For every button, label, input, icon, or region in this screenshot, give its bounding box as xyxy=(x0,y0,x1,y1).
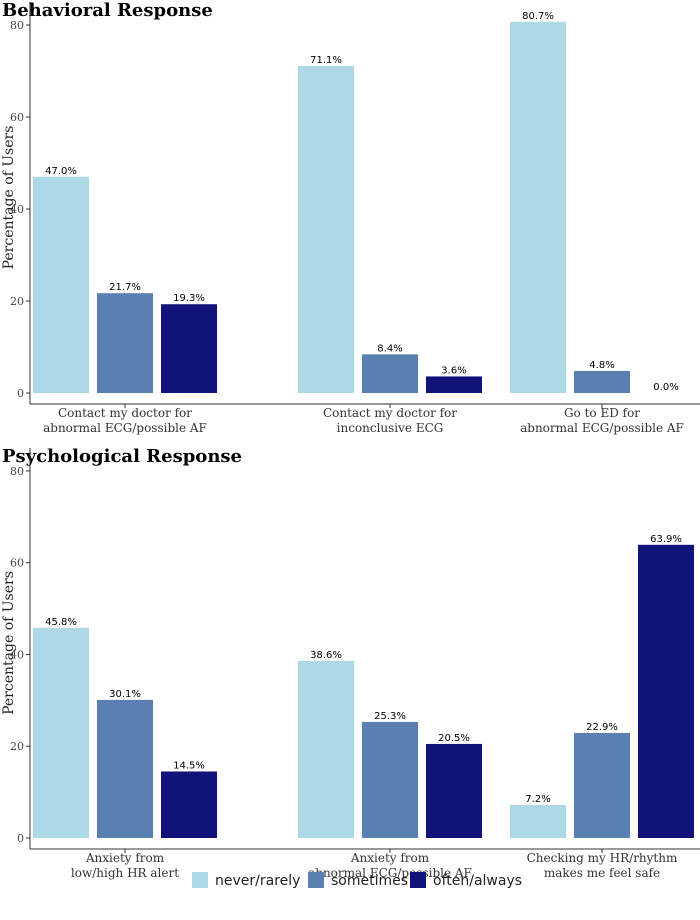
x-category-label: low/high HR alert xyxy=(71,866,179,880)
chart-title: Psychological Response xyxy=(2,446,242,467)
data-label: 25.3% xyxy=(374,711,406,722)
data-label: 80.7% xyxy=(522,11,554,22)
data-label: 3.6% xyxy=(441,365,466,376)
y-tick-label: 60 xyxy=(10,111,24,124)
legend: never/rarely sometimes often/always xyxy=(192,872,522,889)
y-tick-label: 80 xyxy=(10,19,24,32)
x-category-label: Checking my HR/rhythm xyxy=(527,851,678,865)
bar-never-rarely xyxy=(298,65,354,393)
y-axis-label: Percentage of Users xyxy=(1,571,17,715)
data-label: 19.3% xyxy=(173,293,205,304)
bar-sometimes xyxy=(574,370,630,393)
data-label: 20.5% xyxy=(438,733,470,744)
data-label: 63.9% xyxy=(650,534,682,545)
bar-never-rarely xyxy=(510,21,566,394)
y-tick-label: 40 xyxy=(10,648,24,661)
bar-sometimes xyxy=(97,699,153,838)
bar-sometimes xyxy=(362,354,418,393)
bar-often-always xyxy=(161,304,217,393)
data-label: 30.1% xyxy=(109,689,141,700)
data-label: 21.7% xyxy=(109,282,141,293)
x-category-label: Go to ED for xyxy=(564,406,640,420)
x-category-label: Anxiety from xyxy=(350,851,430,865)
legend-label: often/always xyxy=(433,873,522,889)
bar-often-always xyxy=(426,743,482,838)
x-category-label: Contact my doctor for xyxy=(58,406,192,420)
bar-often-always xyxy=(426,376,482,393)
data-label: 4.8% xyxy=(589,360,614,371)
bar-never-rarely xyxy=(33,627,89,838)
legend-label: sometimes xyxy=(331,873,408,889)
y-tick-label: 20 xyxy=(10,740,24,753)
y-tick-label: 40 xyxy=(10,203,24,216)
data-label: 14.5% xyxy=(173,760,205,771)
legend-swatch xyxy=(308,872,324,888)
bar-often-always xyxy=(638,544,694,838)
data-label: 71.1% xyxy=(310,55,342,66)
x-category-label: Anxiety from xyxy=(85,851,165,865)
data-label: 38.6% xyxy=(310,650,342,661)
data-label: 22.9% xyxy=(586,722,618,733)
psychological-panel: Psychological Response 0 20 40 60 80 Percentag… xyxy=(1,446,700,880)
bar-never-rarely xyxy=(510,804,566,838)
bar-never-rarely xyxy=(298,660,354,838)
y-tick-label: 60 xyxy=(10,557,24,570)
chart-title: Behavioral Response xyxy=(2,0,213,21)
bar-never-rarely xyxy=(33,176,89,393)
data-label: 7.2% xyxy=(525,794,550,805)
bar-sometimes xyxy=(97,293,153,393)
x-category-label: abnormal ECG/possible AF xyxy=(43,421,207,435)
x-category-label: inconclusive ECG xyxy=(337,421,444,435)
y-tick-label: 80 xyxy=(10,465,24,478)
bar-sometimes xyxy=(362,721,418,838)
data-label: 0.0% xyxy=(653,382,678,393)
legend-label: never/rarely xyxy=(215,873,300,889)
bar-often-always xyxy=(161,771,217,838)
data-label: 47.0% xyxy=(45,166,77,177)
data-label: 8.4% xyxy=(377,343,402,354)
x-category-label: makes me feel safe xyxy=(544,866,660,880)
y-tick-label: 0 xyxy=(17,387,24,400)
behavioral-panel: Behavioral Response 0 20 40 60 80 Percentage o… xyxy=(1,0,700,435)
y-tick-label: 0 xyxy=(17,832,24,845)
x-category-label: Contact my doctor for xyxy=(323,406,457,420)
x-category-label: abnormal ECG/possible AF xyxy=(520,421,684,435)
y-axis-label: Percentage of Users xyxy=(1,126,17,270)
y-tick-label: 20 xyxy=(10,295,24,308)
legend-swatch xyxy=(192,872,208,888)
data-label: 45.8% xyxy=(45,617,77,628)
legend-swatch xyxy=(410,872,426,888)
bar-sometimes xyxy=(574,732,630,838)
x-category-label: abnormal ECG/possible AF xyxy=(308,866,472,880)
